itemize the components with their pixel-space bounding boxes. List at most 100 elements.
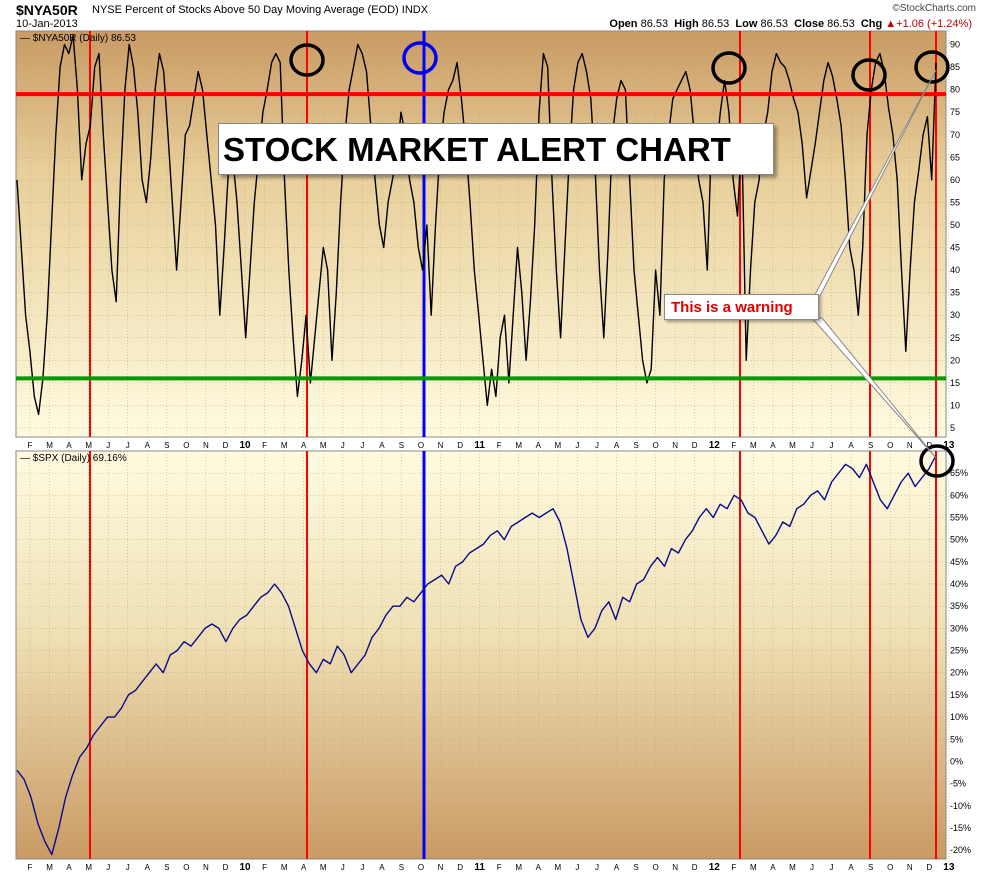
warning-box: This is a warning bbox=[664, 294, 819, 320]
x-tick-label: M bbox=[750, 441, 757, 450]
x-tick-label: J bbox=[126, 863, 130, 872]
y-tick-label: 15 bbox=[950, 378, 960, 388]
x-tick-label: N bbox=[203, 863, 209, 872]
x-tick-label: S bbox=[399, 441, 404, 450]
y-tick-label: -20% bbox=[950, 845, 971, 855]
x-tick-label: 10 bbox=[239, 862, 251, 873]
y-tick-label: 20% bbox=[950, 668, 968, 678]
x-tick-label: F bbox=[28, 441, 33, 450]
y-tick-label: 70 bbox=[950, 130, 960, 140]
x-tick-label: N bbox=[438, 441, 444, 450]
y-tick-label: 60 bbox=[950, 175, 960, 185]
x-tick-label: A bbox=[301, 863, 307, 872]
y-tick-label: 5% bbox=[950, 734, 963, 744]
x-tick-label: S bbox=[633, 441, 638, 450]
x-tick-label: F bbox=[731, 441, 736, 450]
x-tick-label: 12 bbox=[709, 862, 721, 873]
x-tick-label: A bbox=[536, 441, 542, 450]
nya50r-series-line bbox=[16, 34, 937, 416]
y-tick-label: 30% bbox=[950, 623, 968, 633]
x-tick-label: D bbox=[223, 441, 229, 450]
x-tick-label: J bbox=[360, 441, 364, 450]
x-tick-label: M bbox=[85, 863, 92, 872]
x-tick-label: J bbox=[575, 863, 579, 872]
highlight-circle bbox=[914, 50, 950, 84]
y-tick-label: 40% bbox=[950, 579, 968, 589]
highlight-circle bbox=[289, 43, 325, 77]
chg-arrow-icon: ▲ bbox=[885, 18, 897, 30]
x-tick-label: A bbox=[614, 441, 620, 450]
x-tick-label: S bbox=[868, 863, 873, 872]
x-tick-label: J bbox=[341, 441, 345, 450]
highlight-circle bbox=[711, 51, 747, 85]
y-tick-label: 5 bbox=[950, 423, 955, 433]
x-tick-label: J bbox=[106, 441, 110, 450]
y-tick-label: 55 bbox=[950, 197, 960, 207]
x-tick-label: S bbox=[633, 863, 638, 872]
x-tick-label: J bbox=[830, 863, 834, 872]
open-label: Open bbox=[609, 18, 638, 30]
x-tick-label: M bbox=[46, 441, 53, 450]
ohlc-readout: Open 86.53 High 86.53 Low 86.53 Close 86… bbox=[609, 18, 972, 30]
y-tick-label: 40 bbox=[950, 265, 960, 275]
x-tick-label: N bbox=[907, 441, 913, 450]
x-tick-label: M bbox=[555, 863, 562, 872]
x-tick-label: F bbox=[497, 863, 502, 872]
x-tick-label: A bbox=[848, 441, 854, 450]
x-tick-label: A bbox=[848, 863, 854, 872]
nya-legend-label: $NYA50R (Daily) 86.53 bbox=[32, 33, 136, 44]
x-tick-label: M bbox=[789, 863, 796, 872]
x-tick-label: J bbox=[341, 863, 345, 872]
open-value: 86.53 bbox=[640, 18, 669, 30]
y-tick-label: 65% bbox=[950, 468, 968, 478]
y-tick-label: 75 bbox=[950, 107, 960, 117]
x-tick-label: J bbox=[106, 863, 110, 872]
x-tick-label: J bbox=[810, 863, 814, 872]
close-value: 86.53 bbox=[827, 18, 855, 30]
highlight-circle bbox=[919, 444, 955, 478]
y-tick-label: -15% bbox=[950, 823, 971, 833]
x-tick-label: J bbox=[595, 863, 599, 872]
x-tick-label: N bbox=[672, 863, 678, 872]
x-tick-label: 13 bbox=[943, 862, 955, 873]
y-tick-label: 50% bbox=[950, 535, 968, 545]
x-tick-label: F bbox=[262, 441, 267, 450]
alert-title-box: STOCK MARKET ALERT CHART bbox=[218, 123, 774, 175]
x-tick-label: D bbox=[692, 863, 698, 872]
x-tick-label: M bbox=[555, 441, 562, 450]
x-tick-label: A bbox=[66, 863, 72, 872]
y-tick-label: 80 bbox=[950, 85, 960, 95]
x-tick-label: O bbox=[183, 441, 189, 450]
x-tick-label: F bbox=[262, 863, 267, 872]
x-tick-label: O bbox=[418, 441, 424, 450]
x-tick-label: M bbox=[320, 863, 327, 872]
x-tick-label: 10 bbox=[239, 440, 251, 451]
x-tick-label: S bbox=[868, 441, 873, 450]
close-label: Close bbox=[794, 18, 825, 30]
highlight-circle bbox=[851, 58, 887, 92]
x-tick-label: M bbox=[515, 863, 522, 872]
spx-legend-label: $SPX (Daily) 69.16% bbox=[32, 453, 127, 464]
y-tick-label: 60% bbox=[950, 490, 968, 500]
x-tick-label: 12 bbox=[709, 440, 721, 451]
x-tick-label: D bbox=[926, 441, 932, 450]
x-tick-label: M bbox=[515, 441, 522, 450]
x-tick-label: D bbox=[223, 863, 229, 872]
x-tick-label: J bbox=[595, 441, 599, 450]
y-tick-label: 10% bbox=[950, 712, 968, 722]
y-tick-label: 45 bbox=[950, 243, 960, 253]
x-tick-label: A bbox=[301, 441, 307, 450]
x-tick-label: D bbox=[692, 441, 698, 450]
spx-series-line bbox=[16, 455, 937, 856]
chart-header: $NYA50R NYSE Percent of Stocks Above 50 … bbox=[0, 0, 990, 32]
highlight-circle bbox=[402, 41, 438, 75]
x-tick-label: N bbox=[672, 441, 678, 450]
y-tick-label: 90 bbox=[950, 40, 960, 50]
x-tick-label: J bbox=[810, 441, 814, 450]
panel1-background bbox=[15, 30, 947, 438]
high-label: High bbox=[674, 18, 699, 30]
x-tick-label: M bbox=[281, 863, 288, 872]
x-tick-label: M bbox=[85, 441, 92, 450]
x-tick-label: S bbox=[164, 863, 169, 872]
